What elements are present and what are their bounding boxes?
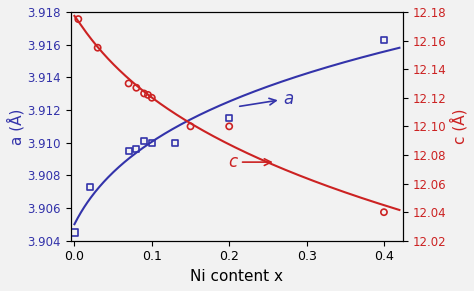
Point	[125, 148, 132, 153]
Point	[144, 93, 152, 97]
Point	[140, 139, 148, 143]
Point	[133, 147, 140, 152]
Point	[380, 210, 388, 214]
Text: a: a	[240, 90, 293, 108]
Point	[171, 140, 179, 145]
Point	[71, 230, 78, 235]
Y-axis label: c (Å): c (Å)	[449, 109, 467, 144]
Point	[133, 86, 140, 90]
Point	[187, 124, 194, 129]
Point	[125, 81, 132, 86]
Point	[148, 140, 155, 145]
Point	[74, 17, 82, 22]
Point	[94, 45, 101, 50]
Point	[226, 124, 233, 129]
Point	[86, 184, 94, 189]
Text: c: c	[228, 153, 271, 171]
X-axis label: Ni content x: Ni content x	[191, 269, 283, 284]
Point	[380, 38, 388, 42]
Y-axis label: a (Å): a (Å)	[7, 108, 25, 145]
Point	[226, 116, 233, 120]
Point	[140, 91, 148, 96]
Point	[148, 95, 155, 100]
